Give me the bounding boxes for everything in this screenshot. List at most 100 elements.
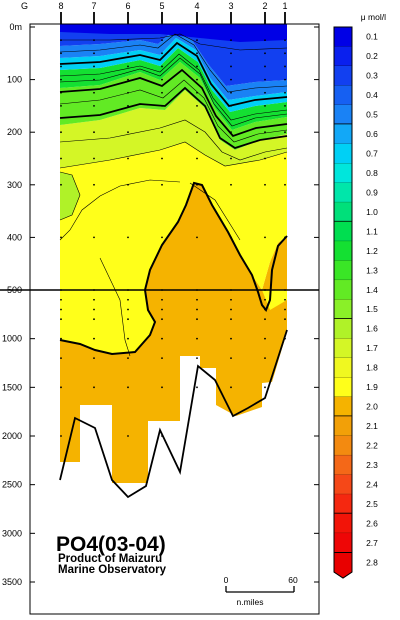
colorbar-label: 0.6	[366, 129, 378, 139]
sample-dot	[230, 131, 232, 134]
colorbar-label: 0.8	[366, 168, 378, 178]
sample-dot	[93, 52, 95, 55]
sample-dot	[284, 65, 286, 68]
sample-dot	[264, 105, 266, 107]
colorbar-swatch	[334, 513, 352, 534]
sample-dot	[60, 157, 62, 160]
colorbar-swatch	[334, 65, 352, 86]
colorbar-swatch	[334, 299, 352, 320]
sample-dot	[93, 318, 95, 321]
depth-tick-label: 3000	[2, 528, 22, 538]
sample-dot	[161, 78, 163, 81]
chart-subtitle-1: Product of Maizuru	[58, 553, 162, 565]
colorbar-unit-label: μ mol/l	[361, 12, 386, 22]
sample-dot	[284, 105, 286, 107]
sample-dot	[230, 91, 232, 94]
sample-dot	[284, 91, 286, 94]
sample-dot	[161, 435, 163, 437]
sample-dot	[93, 39, 95, 42]
station-label: 3	[228, 1, 233, 11]
sample-dot	[264, 298, 266, 301]
axis-g-label: G	[21, 1, 28, 11]
scale-bar-end: 60	[288, 575, 298, 585]
colorbar-label: 2.2	[366, 440, 378, 450]
colorbar-swatch	[334, 357, 352, 378]
colorbar-swatch	[334, 533, 352, 554]
sample-dot	[161, 308, 163, 311]
sample-dot	[230, 39, 232, 42]
station-label: 8	[58, 1, 63, 11]
colorbar-label: 2.5	[366, 499, 378, 509]
sample-dot	[196, 91, 198, 94]
sample-dot	[230, 105, 232, 107]
contour-line-fine	[59, 57, 288, 127]
depth-tick-label: 2000	[2, 431, 22, 441]
sample-dot	[127, 236, 129, 239]
colorbar-label: 1.6	[366, 324, 378, 334]
colorbar-swatch	[334, 435, 352, 456]
sample-dot	[127, 357, 129, 360]
contour-line-fine	[59, 33, 288, 93]
contour-lines	[59, 33, 288, 499]
sample-dot	[127, 105, 129, 107]
colorbar-label: 0.1	[366, 32, 378, 42]
sample-dot	[284, 131, 286, 134]
sample-dot	[93, 157, 95, 160]
sample-dot	[127, 52, 129, 55]
sample-dot	[264, 236, 266, 239]
sample-dot	[230, 183, 232, 186]
sample-dot	[60, 183, 62, 186]
sample-dot	[161, 357, 163, 360]
colorbar-label: 1.4	[366, 285, 378, 295]
contour-line-fine	[59, 141, 288, 169]
depth-tick-label: 3500	[2, 577, 22, 587]
scale-bar-unit: n.miles	[237, 597, 264, 607]
colorbar-swatch	[334, 46, 352, 67]
sample-dot	[60, 91, 62, 94]
sample-dot	[60, 78, 62, 81]
colorbar-label: 1.3	[366, 265, 378, 275]
contour-line-bold	[144, 181, 288, 312]
sample-dot	[60, 236, 62, 239]
sample-dot	[161, 131, 163, 134]
colorbar-swatch	[334, 338, 352, 359]
colorbar-label: 1.1	[366, 226, 378, 236]
sample-dot	[264, 131, 266, 134]
sample-dot	[264, 65, 266, 68]
station-label: 7	[91, 1, 96, 11]
contour-line-bold	[59, 68, 288, 138]
contour-line-fine	[59, 171, 81, 221]
fill-darkblue	[60, 24, 287, 42]
contour-line-fine	[189, 182, 241, 241]
sample-dot	[127, 65, 129, 68]
fill-lightgreen-patch	[60, 172, 80, 220]
colorbar-swatch	[334, 163, 352, 184]
station-axis: 8 7 6 5 4 3 2 1	[58, 1, 288, 24]
sample-dot	[264, 39, 266, 42]
sample-dot	[284, 183, 286, 186]
fill-orange-upper	[60, 183, 287, 290]
sample-dot	[230, 308, 232, 311]
colorbar-label: 0.4	[366, 90, 378, 100]
sample-dot	[264, 337, 266, 340]
sample-dot	[161, 65, 163, 68]
sample-dot	[60, 39, 62, 42]
sample-dot	[161, 236, 163, 239]
colorbar-swatch	[334, 85, 352, 106]
sample-dot	[127, 386, 129, 389]
sample-dot	[161, 337, 163, 340]
colorbar-swatch	[334, 124, 352, 145]
sample-dot	[196, 157, 198, 160]
colorbar-swatch	[334, 143, 352, 164]
sample-dot	[196, 65, 198, 68]
contour-line-bold	[59, 289, 157, 356]
contour-line-fine	[59, 53, 288, 121]
sample-dot	[284, 298, 286, 301]
sample-dot	[93, 78, 95, 81]
colorbar-swatch	[334, 27, 352, 47]
colorbar-label: 0.7	[366, 149, 378, 159]
sample-dot	[127, 308, 129, 311]
depth-tick-label: 2500	[2, 480, 22, 490]
sample-dot	[60, 435, 62, 437]
sample-dot	[60, 105, 62, 107]
